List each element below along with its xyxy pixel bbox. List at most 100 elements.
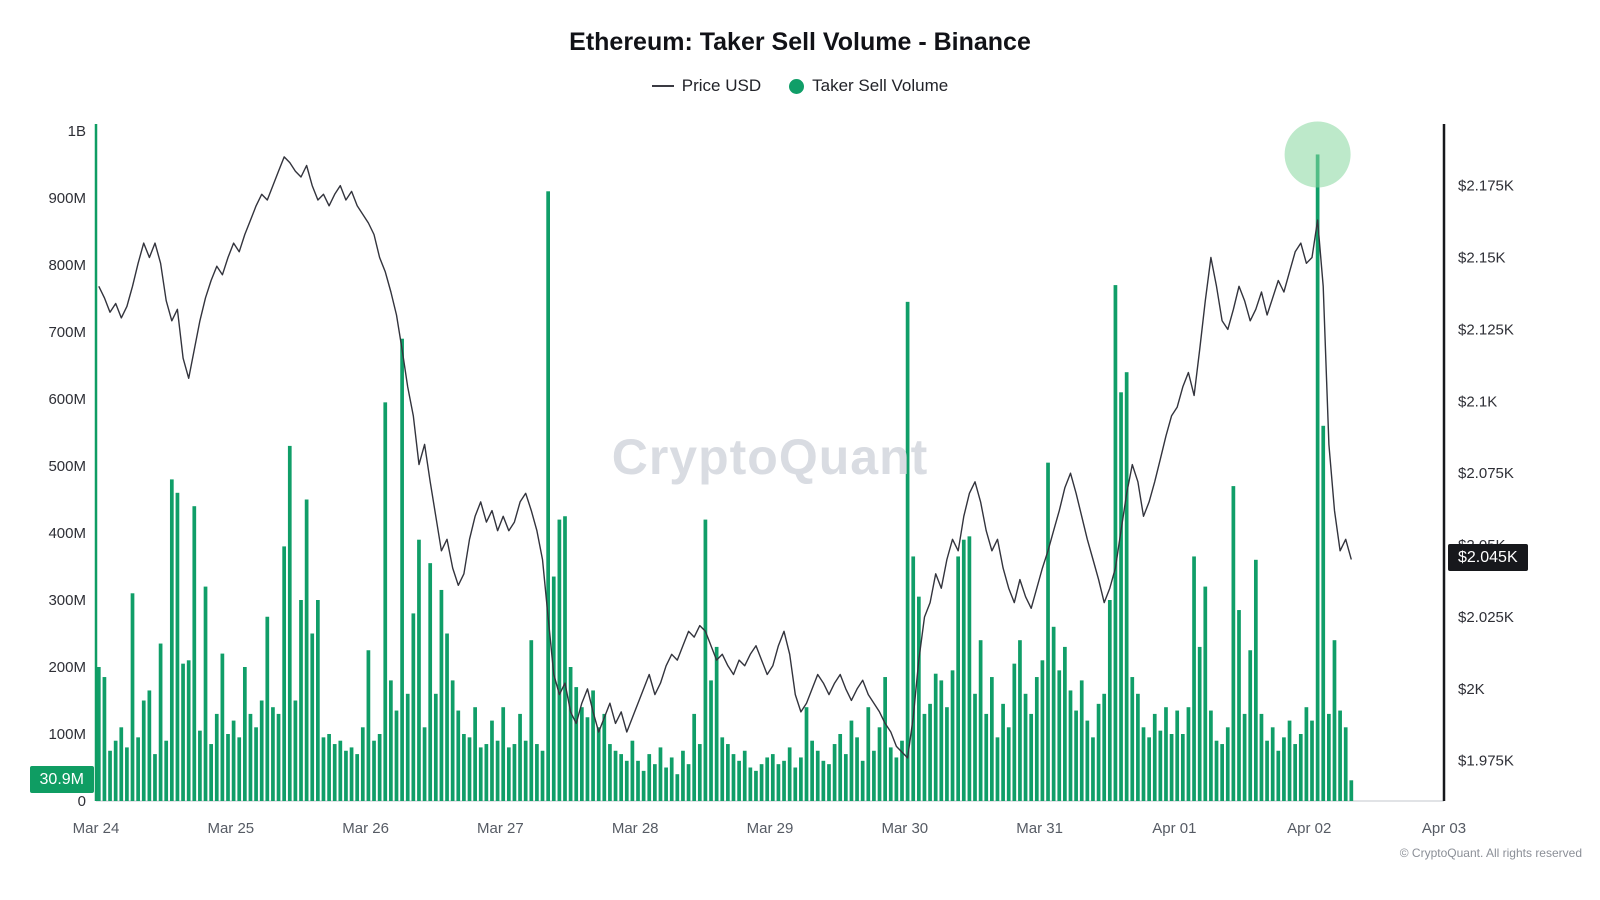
volume-bar (990, 677, 994, 801)
volume-bar (1237, 610, 1241, 801)
volume-bar (377, 734, 382, 801)
volume-bar (186, 660, 191, 801)
volume-bar (1040, 660, 1045, 801)
volume-bar (242, 667, 247, 801)
y-axis-label-volume: 1B (68, 123, 86, 140)
volume-bar (119, 727, 124, 801)
volume-bar (383, 402, 388, 801)
volume-bar (495, 740, 500, 801)
volume-bar (602, 713, 607, 801)
volume-bar (1276, 750, 1281, 801)
legend-item-volume[interactable]: Taker Sell Volume (789, 76, 948, 96)
volume-bar (108, 750, 112, 801)
volume-bar (905, 301, 910, 801)
x-axis-label: Mar 31 (1016, 820, 1063, 837)
volume-bar (1051, 626, 1056, 801)
volume-bar (827, 764, 831, 801)
volume-bar (720, 737, 725, 801)
volume-bar (276, 713, 281, 801)
y-axis-label-price: $2.175K (1458, 178, 1514, 195)
volume-bar (787, 747, 792, 801)
volume-bar (776, 764, 781, 801)
y-axis-label-price: $2.15K (1458, 250, 1506, 267)
volume-bar (810, 740, 814, 801)
volume-bar (821, 760, 826, 801)
volume-bar (282, 546, 287, 801)
price-line-icon (651, 85, 674, 87)
volume-bar (1298, 734, 1303, 801)
volume-bar (433, 693, 438, 801)
volume-bar (1214, 740, 1219, 801)
x-axis-label: Mar 24 (73, 820, 120, 837)
volume-bar (360, 727, 365, 801)
y-axis-label-volume: 700M (48, 324, 86, 341)
volume-bar (214, 713, 219, 801)
volume-bar (1124, 372, 1129, 801)
volume-bar (692, 713, 697, 801)
volume-bar (933, 673, 938, 801)
x-axis-label: Mar 27 (477, 820, 524, 837)
x-axis-label: Mar 26 (342, 820, 389, 837)
volume-bar (1136, 693, 1140, 801)
volume-bar (540, 750, 545, 801)
volume-bar (1169, 734, 1174, 801)
volume-bar (287, 445, 292, 801)
volume-bar (462, 734, 466, 801)
volume-bar (400, 338, 404, 801)
volume-bar (271, 707, 275, 801)
chart-title: Ethereum: Taker Sell Volume - Binance (569, 28, 1031, 56)
volume-bar (1079, 680, 1084, 801)
volume-bar (327, 734, 331, 801)
volume-bar (664, 767, 668, 801)
x-axis-label: Mar 25 (207, 820, 254, 837)
volume-bar (1175, 710, 1180, 801)
volume-bar (1102, 693, 1107, 801)
legend-label-price: Price USD (681, 76, 762, 95)
volume-bar (1029, 713, 1034, 801)
volume-bar (945, 707, 949, 801)
volume-bar (366, 650, 371, 801)
volume-bar (417, 539, 421, 801)
volume-bar (1119, 392, 1123, 801)
volume-bar (259, 700, 264, 801)
volume-bar (1107, 600, 1112, 801)
copyright-footer: © CryptoQuant. All rights reserved (1399, 846, 1582, 860)
current-volume-badge: 30.9M (29, 766, 94, 794)
volume-bar (855, 737, 859, 801)
legend-item-price[interactable]: Price USD (651, 76, 762, 96)
volume-bar (1063, 646, 1067, 801)
volume-bar (473, 707, 477, 801)
highlight-circle (1284, 121, 1351, 188)
volume-bar (372, 740, 376, 801)
volume-bars (96, 154, 1354, 802)
volume-bar (883, 677, 887, 801)
volume-bar (96, 667, 101, 801)
volume-bar (1248, 650, 1253, 801)
volume-bar (1315, 154, 1320, 801)
volume-bar (804, 707, 809, 801)
volume-bar (428, 563, 433, 801)
volume-bar (231, 720, 236, 801)
y-axis-label-volume: 900M (48, 190, 86, 207)
volume-bar (164, 740, 169, 801)
volume-bar (1001, 703, 1005, 801)
x-axis-label: Mar 28 (612, 820, 659, 837)
volume-bar (529, 640, 534, 801)
volume-bar (641, 770, 646, 801)
volume-bar (113, 740, 118, 801)
volume-bar (321, 737, 326, 801)
volume-bar (849, 720, 854, 801)
legend-label-volume: Taker Sell Volume (812, 76, 949, 95)
volume-bar (658, 747, 663, 801)
volume-bar (1186, 707, 1191, 801)
volume-bar (1231, 486, 1236, 801)
axis-lines (94, 124, 1446, 802)
volume-bar (1006, 727, 1011, 801)
volume-bar (1225, 727, 1230, 801)
volume-bar (1068, 690, 1073, 801)
volume-bar (1259, 713, 1264, 801)
volume-bar (574, 687, 579, 801)
volume-bar (770, 754, 775, 801)
